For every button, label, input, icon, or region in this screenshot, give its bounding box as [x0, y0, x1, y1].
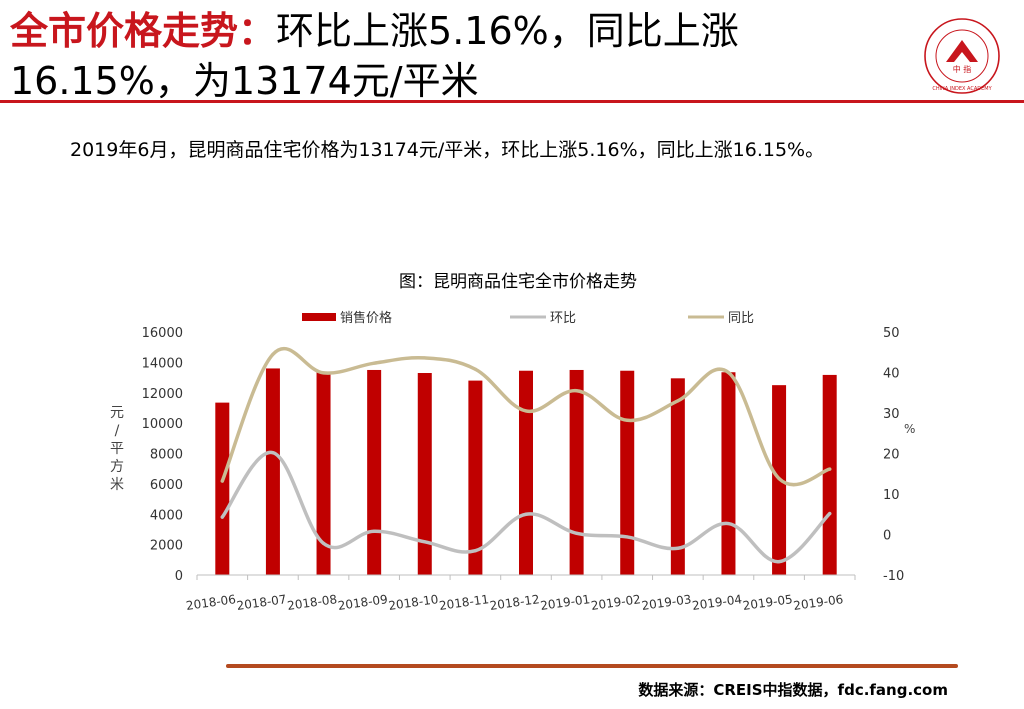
mom-point: [625, 535, 629, 539]
x-tick-label: 2019-01: [539, 592, 591, 613]
price-bar: [569, 369, 584, 575]
y-axis-label-char: 方: [110, 459, 124, 475]
y2-tick-label: 10: [883, 488, 900, 503]
price-bar: [367, 369, 382, 575]
price-bar: [468, 380, 483, 575]
x-tick-label: 2018-08: [286, 592, 338, 613]
x-tick-label: 2019-04: [691, 592, 743, 613]
y-tick-label: 16000: [142, 326, 183, 341]
y2-tick-label: 50: [883, 326, 900, 341]
y-tick-label: 10000: [142, 417, 183, 432]
price-bar: [721, 372, 736, 575]
x-tick-label: 2019-06: [793, 592, 845, 613]
y-tick-label: 2000: [150, 539, 183, 554]
x-tick-label: 2018-12: [489, 592, 541, 613]
title-divider: [0, 100, 1024, 103]
mom-point: [676, 546, 680, 550]
yoy-point: [220, 479, 224, 483]
y2-tick-label: 40: [883, 367, 900, 382]
yoy-point: [625, 418, 629, 422]
y2-tick-label: 0: [883, 529, 891, 544]
summary-text: 2019年6月，昆明商品住宅价格为13174元/平米，环比上涨5.16%，同比上…: [70, 139, 825, 161]
title-line2: 16.15%，为13174元/平米: [10, 59, 479, 103]
x-tick-label: 2018-09: [337, 592, 389, 613]
mom-point: [575, 531, 579, 535]
y-axis-label-char: 平: [110, 441, 124, 457]
y-tick-label: 0: [175, 569, 183, 584]
y2-tick-label: 30: [883, 407, 900, 422]
mom-point: [777, 560, 781, 564]
mom-point: [372, 529, 376, 533]
price-bar: [316, 371, 331, 575]
yoy-point: [828, 467, 832, 471]
chart-title: 图：昆明商品住宅全市价格走势: [399, 272, 637, 292]
price-bar: [519, 370, 533, 575]
y-tick-label: 14000: [142, 356, 183, 371]
mom-point: [321, 541, 326, 546]
y-tick-label: 4000: [150, 508, 183, 523]
yoy-point: [777, 477, 781, 481]
mom-point: [524, 512, 528, 516]
legend-label-yoy: 同比: [728, 311, 754, 326]
x-tick-label: 2019-03: [641, 592, 693, 613]
mom-point: [423, 540, 427, 544]
yoy-point: [321, 371, 326, 375]
y2-axis-label: %: [904, 422, 915, 436]
legend-label-price: 销售价格: [340, 310, 392, 326]
y-tick-label: 8000: [150, 448, 183, 463]
title-highlight: 全市价格走势：: [10, 9, 277, 53]
y-tick-label: 12000: [142, 387, 183, 402]
yoy-point: [676, 399, 680, 403]
yoy-point: [575, 389, 579, 393]
yoy-point: [271, 352, 275, 356]
y-axis-label-char: 米: [110, 477, 124, 493]
price-bar: [265, 368, 280, 575]
y-axis-label-char: /: [115, 423, 120, 439]
x-tick-label: 2018-07: [236, 592, 288, 613]
china-index-academy-logo: 中 指 CHINA INDEX ACADEMY: [924, 18, 1000, 94]
yoy-point: [372, 361, 376, 365]
mom-point: [220, 515, 224, 519]
y2-tick-label: 20: [883, 448, 900, 463]
svg-text:CHINA INDEX ACADEMY: CHINA INDEX ACADEMY: [932, 86, 992, 92]
yoy-point: [423, 356, 427, 360]
price-bar: [670, 378, 685, 575]
footer-divider: [226, 664, 958, 668]
mom-point: [726, 521, 731, 526]
mom-point: [271, 451, 275, 455]
price-bar: [417, 373, 432, 575]
yoy-point: [524, 409, 528, 413]
yoy-point: [726, 370, 731, 375]
y-tick-label: 6000: [150, 478, 183, 493]
x-tick-label: 2019-02: [590, 592, 642, 613]
y2-tick-label: -10: [883, 569, 904, 584]
svg-text:中 指: 中 指: [953, 64, 972, 74]
mom-point: [828, 512, 832, 516]
x-tick-label: 2019-05: [742, 592, 794, 613]
price-bar: [822, 374, 837, 575]
mom-point: [473, 549, 477, 553]
data-source: 数据来源：CREIS中指数据，fdc.fang.com: [638, 681, 948, 699]
price-bar: [215, 402, 230, 575]
x-tick-label: 2018-10: [388, 592, 440, 613]
page-title: 全市价格走势：环比上涨5.16%，同比上涨 16.15%，为13174元/平米: [10, 6, 910, 106]
yoy-point: [473, 367, 477, 371]
x-tick-label: 2018-06: [185, 592, 237, 613]
legend-label-mom: 环比: [550, 311, 576, 326]
legend-swatch-price: [302, 313, 336, 321]
y-axis-label-char: 元: [110, 405, 124, 421]
price-bar: [620, 370, 635, 575]
x-tick-label: 2018-11: [438, 592, 490, 613]
title-line1: 环比上涨5.16%，同比上涨: [276, 9, 739, 53]
